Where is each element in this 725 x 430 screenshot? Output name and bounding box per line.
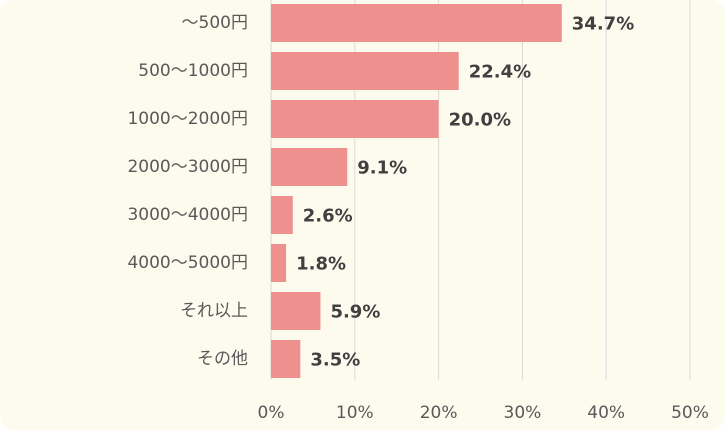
- bar-3: [271, 100, 439, 138]
- x-tick-label-0: 0%: [258, 403, 285, 423]
- value-label-1: 34.7%: [572, 14, 634, 35]
- x-tick-label-2: 20%: [420, 403, 458, 423]
- category-label-8: その他: [197, 349, 248, 369]
- bar-2: [271, 52, 459, 90]
- category-label-6: 4000～5000円: [127, 253, 248, 273]
- x-tick-label-5: 50%: [671, 403, 709, 423]
- bar-4: [271, 148, 348, 186]
- category-label-2: 500～1000円: [138, 61, 248, 81]
- value-label-7: 5.9%: [330, 302, 380, 323]
- category-label-1: ～500円: [182, 13, 248, 33]
- value-label-2: 22.4%: [469, 62, 531, 83]
- value-label-4: 9.1%: [357, 158, 407, 179]
- bar-7: [271, 292, 321, 330]
- bar-6: [271, 244, 287, 282]
- value-label-5: 2.6%: [303, 206, 353, 227]
- value-label-6: 1.8%: [296, 254, 346, 275]
- category-label-7: それ以上: [180, 301, 248, 321]
- category-label-3: 1000～2000円: [127, 109, 248, 129]
- category-label-5: 3000～4000円: [127, 205, 248, 225]
- value-label-3: 20.0%: [449, 110, 511, 131]
- bar-1: [271, 4, 562, 42]
- value-label-8: 3.5%: [310, 350, 360, 371]
- category-label-4: 2000～3000円: [127, 157, 248, 177]
- x-tick-label-4: 40%: [587, 403, 625, 423]
- x-tick-label-3: 30%: [504, 403, 542, 423]
- bar-8: [271, 340, 301, 378]
- x-tick-label-1: 10%: [336, 403, 374, 423]
- bar-5: [271, 196, 293, 234]
